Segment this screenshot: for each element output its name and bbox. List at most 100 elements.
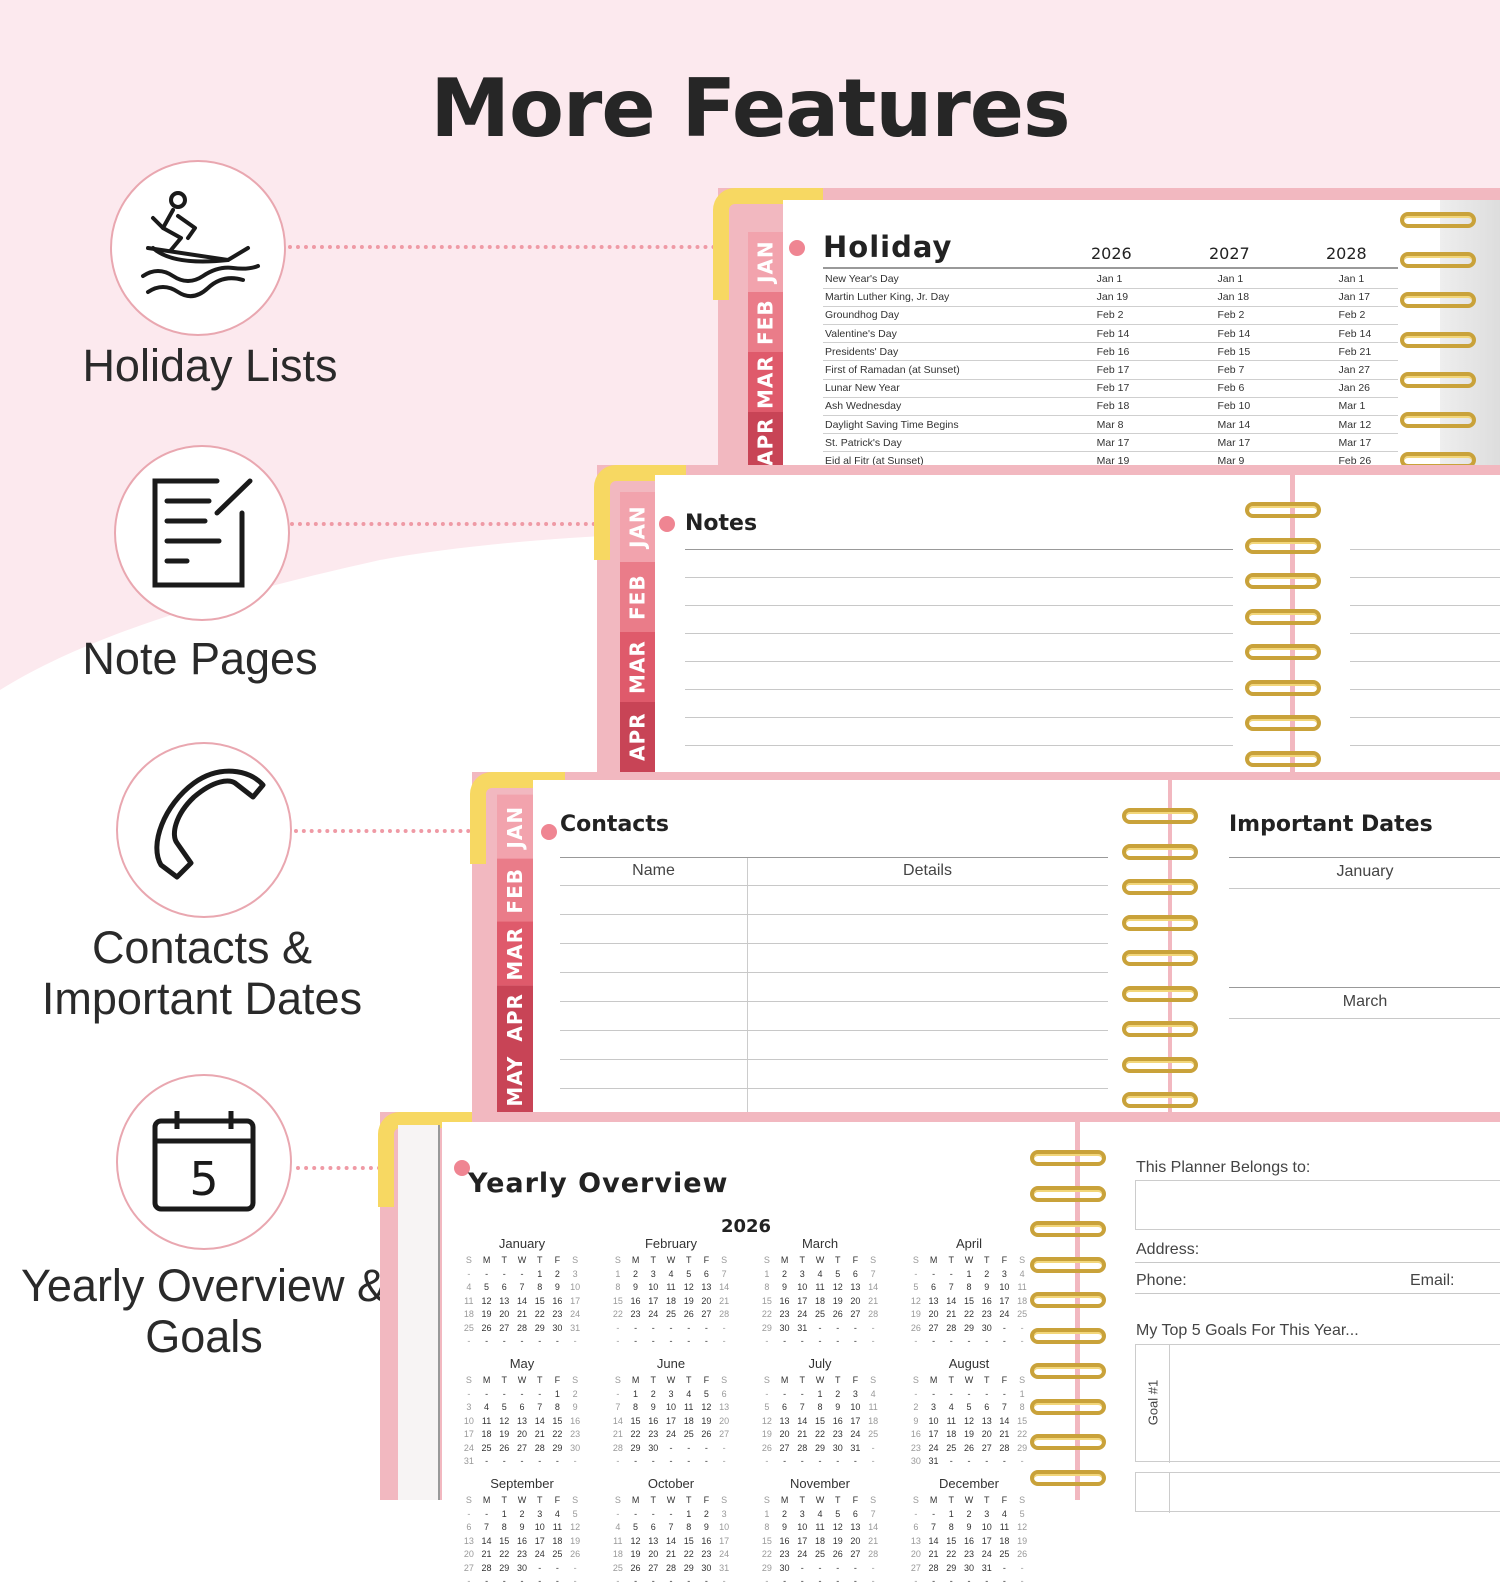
day-cell[interactable]: 13 [719, 1402, 730, 1412]
day-cell[interactable]: 16 [779, 1295, 790, 1306]
day-cell[interactable]: - [634, 1576, 638, 1586]
day-cell[interactable]: 13 [499, 1295, 510, 1306]
day-cell[interactable]: 4 [1001, 1508, 1007, 1519]
day-cell[interactable]: 31 [463, 1456, 474, 1466]
day-cell[interactable]: 19 [963, 1429, 974, 1439]
day-cell[interactable]: 9 [703, 1522, 709, 1532]
day-cell[interactable]: 28 [928, 1562, 939, 1573]
day-cell[interactable]: - [853, 1336, 857, 1346]
day-cell[interactable]: 8 [764, 1522, 770, 1532]
day-cell[interactable]: 31 [981, 1562, 992, 1573]
day-cell[interactable]: 23 [910, 1442, 921, 1453]
day-cell[interactable]: 18 [612, 1549, 623, 1559]
day-cell[interactable]: 18 [946, 1429, 957, 1439]
day-cell[interactable]: 5 [835, 1508, 841, 1519]
day-cell[interactable]: 3 [668, 1388, 674, 1399]
day-cell[interactable]: 24 [665, 1429, 676, 1439]
day-cell[interactable]: - [538, 1562, 542, 1573]
day-cell[interactable]: 9 [966, 1522, 972, 1532]
day-cell[interactable]: - [634, 1322, 638, 1333]
day-cell[interactable]: 2 [984, 1268, 990, 1279]
day-cell[interactable]: 21 [516, 1309, 527, 1319]
day-cell[interactable]: 1 [764, 1508, 770, 1519]
day-cell[interactable]: 4 [554, 1508, 560, 1519]
day-cell[interactable]: - [1020, 1456, 1024, 1466]
day-cell[interactable]: 16 [552, 1295, 563, 1306]
day-cell[interactable]: 30 [981, 1322, 992, 1333]
day-cell[interactable]: 6 [913, 1522, 919, 1532]
day-cell[interactable]: 23 [963, 1549, 974, 1559]
day-cell[interactable]: 4 [948, 1402, 954, 1412]
day-cell[interactable]: 13 [928, 1295, 939, 1306]
day-cell[interactable]: 9 [835, 1402, 841, 1412]
day-cell[interactable]: - [467, 1336, 471, 1346]
day-cell[interactable]: 22 [946, 1549, 957, 1559]
day-cell[interactable]: 11 [552, 1522, 563, 1532]
day-cell[interactable]: 9 [984, 1282, 990, 1292]
day-cell[interactable]: - [520, 1268, 524, 1279]
day-cell[interactable]: 15 [761, 1535, 772, 1546]
day-cell[interactable]: 5 [501, 1402, 507, 1412]
day-cell[interactable]: 22 [534, 1309, 545, 1319]
day-cell[interactable]: 17 [999, 1295, 1010, 1306]
day-cell[interactable]: - [634, 1336, 638, 1346]
day-cell[interactable]: 19 [683, 1295, 694, 1306]
day-cell[interactable]: 28 [868, 1549, 879, 1559]
day-cell[interactable]: 22 [814, 1429, 825, 1439]
month-tab-feb[interactable]: FEB [620, 562, 655, 632]
day-cell[interactable]: - [520, 1388, 524, 1399]
month-tab-mar[interactable]: MAR [748, 352, 783, 412]
day-cell[interactable]: 9 [650, 1402, 656, 1412]
day-cell[interactable]: - [949, 1456, 953, 1466]
day-cell[interactable]: 4 [484, 1402, 490, 1412]
day-cell[interactable]: 30 [779, 1322, 790, 1333]
day-cell[interactable]: - [687, 1322, 691, 1333]
day-cell[interactable]: - [687, 1442, 691, 1453]
day-cell[interactable]: - [651, 1508, 655, 1519]
day-cell[interactable]: 20 [981, 1429, 992, 1439]
day-cell[interactable]: - [520, 1576, 524, 1586]
day-cell[interactable]: 11 [613, 1535, 623, 1546]
day-cell[interactable]: 5 [835, 1268, 841, 1279]
day-cell[interactable]: 26 [481, 1322, 492, 1333]
month-tab-mar[interactable]: MAR [620, 632, 655, 702]
day-cell[interactable]: 3 [650, 1268, 656, 1279]
day-cell[interactable]: - [687, 1576, 691, 1586]
day-cell[interactable]: 24 [850, 1429, 861, 1439]
day-cell[interactable]: 26 [683, 1309, 694, 1319]
day-cell[interactable]: 15 [761, 1295, 772, 1306]
day-cell[interactable]: 13 [701, 1282, 712, 1292]
day-cell[interactable]: - [467, 1508, 471, 1519]
day-cell[interactable]: - [800, 1388, 804, 1399]
day-cell[interactable]: - [871, 1336, 875, 1346]
day-cell[interactable]: - [853, 1456, 857, 1466]
day-cell[interactable]: 31 [797, 1322, 808, 1333]
day-cell[interactable]: 22 [683, 1549, 694, 1559]
month-tab-apr[interactable]: APR [620, 702, 655, 772]
day-cell[interactable]: 27 [850, 1309, 861, 1319]
day-cell[interactable]: 29 [499, 1562, 510, 1573]
day-cell[interactable]: 8 [501, 1522, 507, 1532]
day-cell[interactable]: 27 [516, 1442, 527, 1453]
day-cell[interactable]: 11 [999, 1522, 1010, 1532]
day-cell[interactable]: - [704, 1456, 708, 1466]
day-cell[interactable]: 27 [981, 1442, 992, 1453]
day-cell[interactable]: 10 [850, 1402, 861, 1412]
day-cell[interactable]: - [502, 1336, 506, 1346]
day-cell[interactable]: 3 [466, 1402, 472, 1412]
day-cell[interactable]: - [985, 1388, 989, 1399]
day-cell[interactable]: - [1020, 1322, 1024, 1333]
day-cell[interactable]: - [914, 1576, 918, 1586]
day-cell[interactable]: 29 [963, 1322, 974, 1333]
day-cell[interactable]: 22 [963, 1309, 974, 1319]
day-cell[interactable]: 26 [630, 1562, 641, 1573]
day-cell[interactable]: - [467, 1576, 471, 1586]
day-cell[interactable]: - [555, 1562, 559, 1573]
day-cell[interactable]: 21 [481, 1549, 492, 1559]
month-tab-mar[interactable]: MAR [497, 922, 533, 986]
day-cell[interactable]: 22 [630, 1429, 641, 1439]
day-cell[interactable]: - [783, 1456, 787, 1466]
day-cell[interactable]: 31 [719, 1562, 730, 1573]
day-cell[interactable]: 6 [984, 1402, 990, 1412]
day-cell[interactable]: 29 [552, 1442, 563, 1453]
